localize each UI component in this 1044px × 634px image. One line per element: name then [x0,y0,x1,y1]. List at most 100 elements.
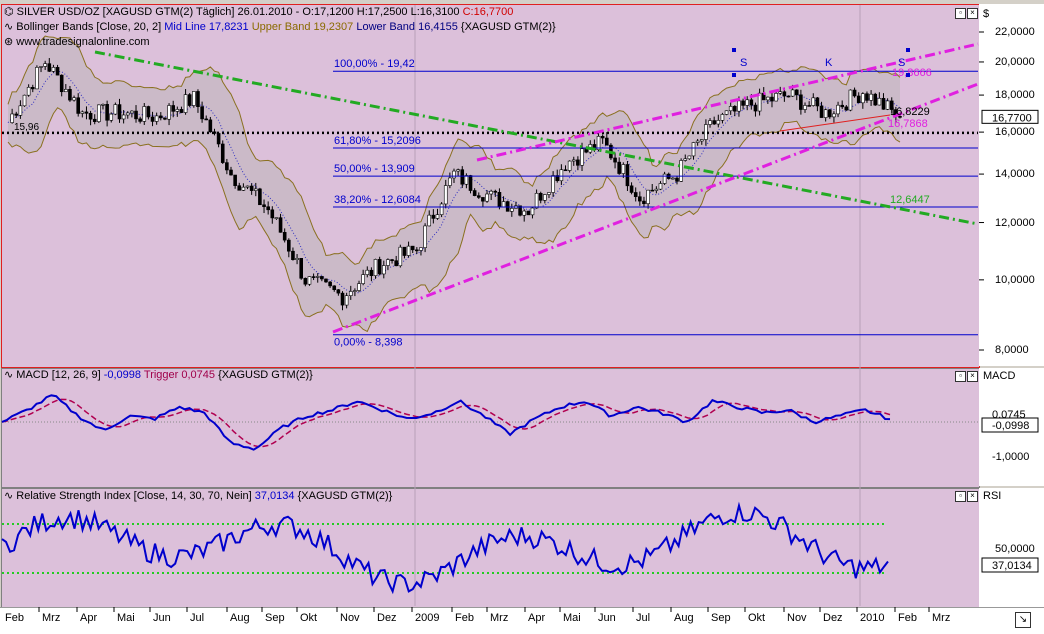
candle-body [646,189,650,205]
x-tick-label: Aug [674,612,694,624]
bollinger-upper-band [7,35,901,265]
price-tick-label: 20,0000 [995,55,1035,68]
macd-header: ∿ MACD [12, 26, 9] -0,0998 Trigger 0,074… [4,369,313,381]
rsi-icon: ∿ [4,490,17,502]
x-tick-label: 2010 [860,612,885,624]
x-tick-label: Dez [823,612,843,624]
candle-body [410,245,415,251]
candle-body [699,139,704,142]
candle-body [84,111,89,114]
wave-marker [732,48,736,52]
wave-marker [906,73,910,77]
candle-body [790,89,795,97]
candle-body [237,185,242,191]
candle-body [869,93,873,101]
candle-body [336,289,341,294]
candle-body [671,177,675,180]
candle-body [439,203,444,215]
candle-body [14,113,19,116]
candle-body [357,283,361,291]
candle-body [827,109,832,118]
candle-body [704,124,708,140]
candle-body [365,269,370,275]
rsi-header: ∿ Relative Strength Index [Close, 14, 30… [4,490,393,502]
downtrend-value: 12,6447 [890,194,930,206]
close-panel-button[interactable]: × [967,8,978,19]
candle-body [72,97,76,101]
bollinger-header: ∿ Bollinger Bands [Close, 20, 2] Mid Lin… [4,21,556,33]
price-tick-label: 22,0000 [995,26,1035,38]
candle-body [642,200,646,205]
x-tick-label: Apr [528,612,546,624]
candle-body [435,214,440,219]
macd-close-button[interactable]: × [967,371,978,382]
candle-body [282,232,287,241]
candle-body [497,192,502,208]
candle-body [877,97,882,106]
watermark: ⊛ www.tradesignalonline.com [4,36,150,48]
fibonacci-label: 38,20% - 12,6084 [334,194,421,206]
candle-body [848,89,853,111]
candle-body [196,91,200,107]
candle-body [353,290,357,292]
candle-body [832,113,836,118]
candle-body [299,258,304,279]
x-tick-label: Dez [377,612,397,624]
candle-body [873,93,878,106]
candle-body [220,143,225,163]
candle-body [840,104,844,108]
candle-body [720,114,725,121]
candle-body [733,106,737,112]
candle-body [485,193,489,202]
candle-body [505,201,510,212]
candle-body [567,160,572,171]
rsi-restore-button[interactable]: ▫ [955,491,966,502]
restore-panel-button[interactable]: ▫ [955,8,966,19]
candle-body [344,295,349,306]
instrument-title: SILVER USD/OZ [XAGUSD GTM(2) Täglich] 26… [16,6,460,18]
candle-body [695,140,700,143]
upper-channel-value: 19,8666 [892,67,932,79]
x-tick-label: Aug [230,612,250,624]
candle-body [468,175,473,191]
candle-body [266,206,270,211]
x-tick-label: Feb [5,612,24,624]
candle-body [782,91,787,97]
candle-body [683,158,688,161]
candle-body [423,225,427,248]
candle-body [154,115,159,122]
wave-label: K [825,57,833,69]
candle-body [654,188,659,191]
candle-body [766,96,770,101]
upper-channel-line [476,42,979,162]
fibonacci-label: 61,80% - 15,2096 [334,135,421,147]
candle-body [427,214,432,227]
candle-body [728,106,733,112]
macd-restore-button[interactable]: ▫ [955,371,966,382]
wave-label: S [740,57,747,69]
rsi-tick-label: 50,0000 [995,543,1035,555]
candle-body [348,291,353,296]
candle-body [799,94,803,110]
candle-body [30,86,35,90]
candle-body [229,169,233,176]
x-tick-label: Jun [598,612,616,624]
candle-body [650,189,655,192]
candle-body [861,93,865,104]
scroll-right-icon[interactable]: ↘ [1015,612,1031,628]
x-tick-label: Feb [455,612,474,624]
fibonacci-label: 100,00% - 19,42 [334,58,415,70]
bollinger-lower-band [7,107,901,333]
x-tick-label: Jun [153,612,171,624]
fibonacci-label: 50,00% - 13,909 [334,163,415,175]
x-tick-label: Mrz [490,612,509,624]
candle-body [245,185,250,188]
rsi-close-button[interactable]: × [967,491,978,502]
candle-body [749,99,754,106]
candle-body [493,190,498,193]
wave-marker [732,73,736,77]
price-header: ⌬ SILVER USD/OZ [XAGUSD GTM(2) Täglich] … [4,6,513,19]
x-tick-label: Nov [787,612,807,624]
candle-body [142,106,147,122]
macd-icon: ∿ [4,369,17,381]
